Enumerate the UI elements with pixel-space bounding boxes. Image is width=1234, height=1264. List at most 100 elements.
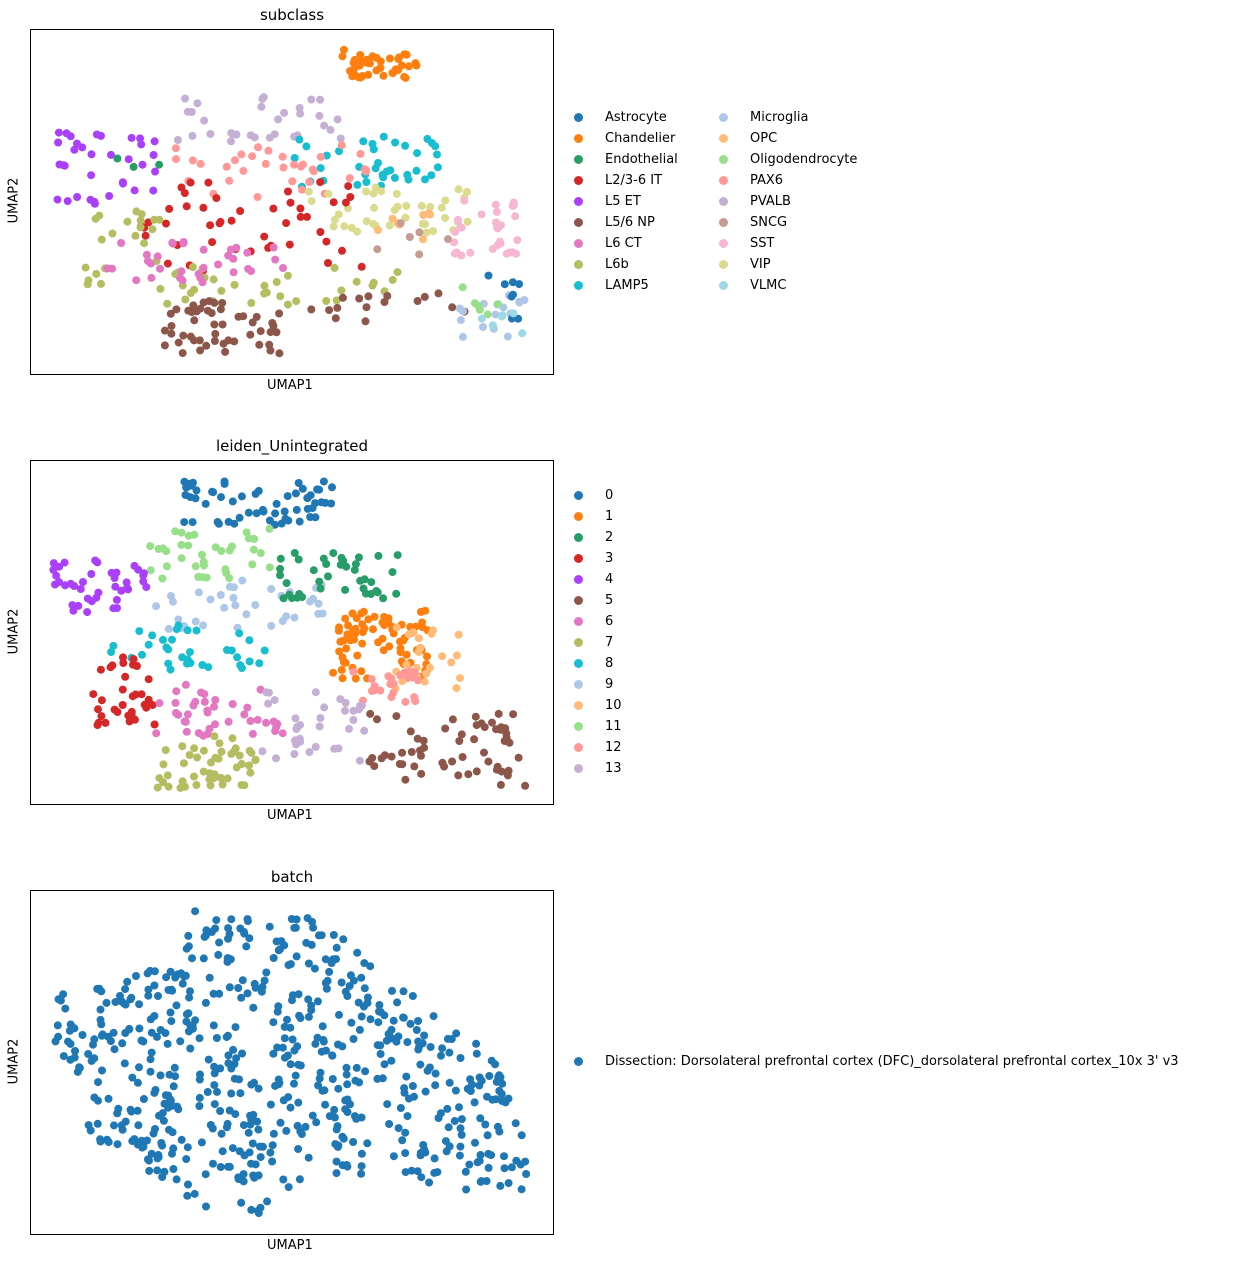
data-point [272,723,281,731]
data-point [362,217,371,226]
data-point [184,1027,193,1036]
data-point [269,204,278,213]
data-point [283,1015,291,1024]
data-point [450,238,459,247]
data-point [163,299,172,308]
data-point [130,186,139,195]
data-point [456,1142,465,1151]
data-point [338,246,346,255]
data-point [94,1078,102,1087]
data-point [401,697,410,706]
data-point [248,729,257,738]
data-point [284,187,292,196]
data-point [282,219,291,228]
data-point [177,554,186,563]
data-point [155,774,164,783]
legend-label: 7 [605,635,614,650]
data-point [371,164,380,173]
data-point [184,1180,192,1189]
data-point [485,1072,494,1080]
data-point [425,1178,434,1187]
legend-label: VIP [750,257,771,272]
data-point [217,286,226,295]
data-point [251,1160,260,1169]
data-point [214,950,223,959]
data-point [265,133,274,142]
data-point [330,1105,339,1114]
data-point [416,746,424,755]
data-point [96,1137,105,1146]
data-point [393,268,402,277]
data-point [283,1051,292,1060]
data-point [156,264,164,273]
data-point [168,1149,176,1158]
data-point [316,95,325,104]
legend-label: L6b [605,257,629,272]
legend-marker [719,113,728,122]
data-point [97,987,106,996]
data-point [366,709,375,718]
data-point [345,174,354,183]
data-point [279,163,288,172]
data-point [481,1120,490,1129]
data-point [316,584,325,593]
data-point [111,582,120,591]
data-point [171,144,180,153]
data-point [105,192,114,200]
data-point [479,323,487,331]
data-point [504,766,513,775]
data-point [268,319,277,327]
data-point [408,673,416,682]
data-point [477,1076,486,1085]
data-point [190,772,198,781]
data-point [256,1153,265,1162]
data-point [106,663,115,672]
data-point [324,189,333,198]
data-point [314,609,323,618]
data-point [149,186,158,195]
data-point [160,326,169,335]
data-point [204,178,213,187]
data-point [92,593,101,602]
legend-marker [719,155,728,164]
data-point [351,674,360,683]
data-point [332,955,340,964]
data-point [203,1088,212,1096]
data-point [359,137,368,146]
data-point [374,638,383,647]
chart-title: subclass [259,6,325,24]
data-point [444,1123,453,1132]
data-point [168,238,177,247]
data-point [206,781,215,790]
data-point [224,1051,233,1060]
data-point [396,1104,405,1112]
data-point [87,570,96,578]
data-point [225,176,234,185]
data-point [127,1107,136,1116]
data-point [161,746,170,755]
data-point [174,338,183,347]
data-point [166,592,175,600]
data-point [60,558,69,567]
data-point [188,1021,197,1030]
data-point [237,492,246,501]
data-point [498,1079,507,1088]
data-point [355,1025,364,1034]
data-point [407,748,416,756]
data-point [405,233,414,241]
data-point [357,701,366,710]
data-point [518,329,527,338]
data-point [261,159,270,168]
data-point [345,724,353,733]
data-point [465,1160,474,1169]
legend-marker [574,554,583,563]
data-point [358,628,367,637]
data-point [383,1100,392,1109]
data-point [245,657,254,666]
data-point [216,1107,225,1115]
data-point [144,985,153,994]
data-point [260,976,269,985]
data-point [211,543,220,552]
legend-label: LAMP5 [605,278,649,293]
data-point [248,152,257,161]
